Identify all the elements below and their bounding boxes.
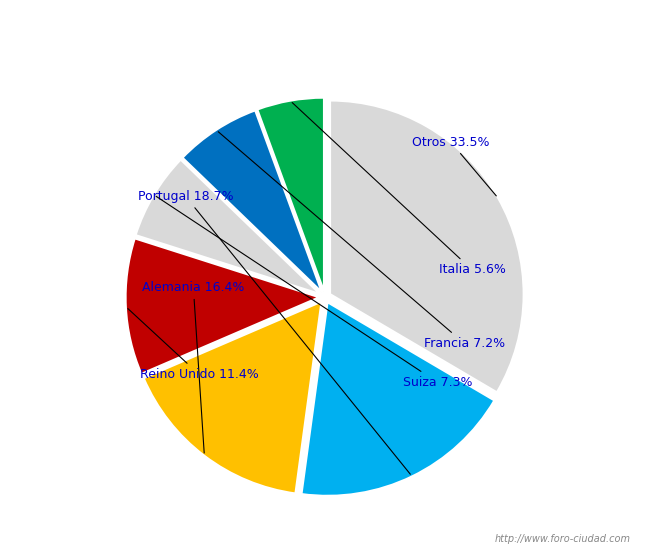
Text: Italia 5.6%: Italia 5.6%: [292, 102, 506, 277]
Text: Suiza 7.3%: Suiza 7.3%: [156, 196, 472, 389]
Wedge shape: [136, 160, 320, 294]
Text: Portugal 18.7%: Portugal 18.7%: [138, 190, 410, 474]
Text: Fisterra - Turistas extranjeros según país - Abril de 2024: Fisterra - Turistas extranjeros según pa…: [60, 14, 590, 32]
Text: Reino Unido 11.4%: Reino Unido 11.4%: [128, 309, 259, 381]
Text: Francia 7.2%: Francia 7.2%: [218, 132, 505, 350]
Text: Alemania 16.4%: Alemania 16.4%: [142, 281, 244, 453]
Wedge shape: [144, 301, 322, 493]
Wedge shape: [302, 302, 495, 496]
Wedge shape: [330, 101, 524, 392]
Wedge shape: [125, 238, 319, 374]
Text: http://www.foro-ciudad.com: http://www.foro-ciudad.com: [495, 535, 630, 544]
Wedge shape: [183, 111, 322, 292]
Text: Otros 33.5%: Otros 33.5%: [412, 136, 497, 196]
Wedge shape: [257, 98, 324, 292]
